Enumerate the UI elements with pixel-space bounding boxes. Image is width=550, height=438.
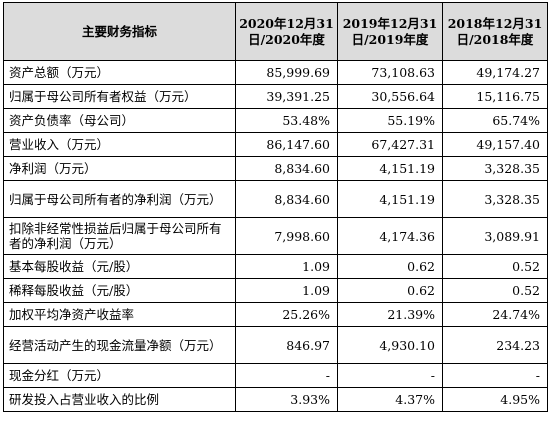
table-row: 资产总额（万元） 85,999.69 73,108.63 49,174.27 xyxy=(3,60,548,85)
value-2019: - xyxy=(337,363,443,388)
value-2018: 3,328.35 xyxy=(442,180,548,218)
value-2018: 65.74% xyxy=(442,108,548,133)
value-2020: 53.48% xyxy=(235,108,338,133)
value-2019: 21.39% xyxy=(337,302,443,327)
value-2019: 30,556.64 xyxy=(337,84,443,109)
value-2020: 1.09 xyxy=(235,254,338,279)
value-2018: 3,328.35 xyxy=(442,156,548,181)
header-2018: 2018年12月31日/2018年度 xyxy=(442,2,548,61)
row-label: 净利润（万元） xyxy=(3,156,236,181)
value-2020: 8,834.60 xyxy=(235,180,338,218)
header-indicator: 主要财务指标 xyxy=(3,2,236,61)
value-2018: 15,116.75 xyxy=(442,84,548,109)
value-2019: 4,174.36 xyxy=(337,217,443,255)
row-label: 归属于母公司所有者的净利润（万元） xyxy=(3,180,236,218)
value-2020: 86,147.60 xyxy=(235,132,338,157)
value-2018: 49,157.40 xyxy=(442,132,548,157)
row-label: 加权平均净资产收益率 xyxy=(3,302,236,327)
value-2019: 67,427.31 xyxy=(337,132,443,157)
table-row: 加权平均净资产收益率 25.26% 21.39% 24.74% xyxy=(3,302,548,327)
row-label: 稀释每股收益（元/股） xyxy=(3,278,236,303)
table-row: 资产负债率（母公司） 53.48% 55.19% 65.74% xyxy=(3,108,548,133)
table-row: 归属于母公司所有者权益（万元） 39,391.25 30,556.64 15,1… xyxy=(3,84,548,109)
header-2019: 2019年12月31日/2019年度 xyxy=(337,2,443,61)
value-2019: 55.19% xyxy=(337,108,443,133)
value-2020: 85,999.69 xyxy=(235,60,338,85)
row-label: 经营活动产生的现金流量净额（万元） xyxy=(3,326,236,364)
value-2019: 4,930.10 xyxy=(337,326,443,364)
row-label: 资产负债率（母公司） xyxy=(3,108,236,133)
table-row: 营业收入（万元） 86,147.60 67,427.31 49,157.40 xyxy=(3,132,548,157)
value-2018: 234.23 xyxy=(442,326,548,364)
row-label: 基本每股收益（元/股） xyxy=(3,254,236,279)
row-label: 资产总额（万元） xyxy=(3,60,236,85)
table-header-row: 主要财务指标 2020年12月31日/2020年度 2019年12月31日/20… xyxy=(3,2,548,61)
value-2020: 8,834.60 xyxy=(235,156,338,181)
row-label: 营业收入（万元） xyxy=(3,132,236,157)
table-row: 现金分红（万元） - - - xyxy=(3,363,548,388)
header-2020: 2020年12月31日/2020年度 xyxy=(235,2,338,61)
table-row: 扣除非经常性损益后归属于母公司所有者的净利润（万元） 7,998.60 4,17… xyxy=(3,217,548,255)
value-2018: - xyxy=(442,363,548,388)
value-2020: 1.09 xyxy=(235,278,338,303)
value-2019: 4.37% xyxy=(337,387,443,412)
table-row: 净利润（万元） 8,834.60 4,151.19 3,328.35 xyxy=(3,156,548,181)
value-2018: 49,174.27 xyxy=(442,60,548,85)
table-row: 经营活动产生的现金流量净额（万元） 846.97 4,930.10 234.23 xyxy=(3,326,548,364)
table-row: 研发投入占营业收入的比例 3.93% 4.37% 4.95% xyxy=(3,387,548,412)
value-2019: 73,108.63 xyxy=(337,60,443,85)
value-2018: 0.52 xyxy=(442,278,548,303)
value-2020: 7,998.60 xyxy=(235,217,338,255)
value-2020: 25.26% xyxy=(235,302,338,327)
value-2018: 4.95% xyxy=(442,387,548,412)
value-2018: 0.52 xyxy=(442,254,548,279)
table-row: 归属于母公司所有者的净利润（万元） 8,834.60 4,151.19 3,32… xyxy=(3,180,548,218)
value-2019: 0.62 xyxy=(337,278,443,303)
table-row: 稀释每股收益（元/股） 1.09 0.62 0.52 xyxy=(3,278,548,303)
value-2020: - xyxy=(235,363,338,388)
value-2019: 0.62 xyxy=(337,254,443,279)
value-2018: 24.74% xyxy=(442,302,548,327)
row-label: 扣除非经常性损益后归属于母公司所有者的净利润（万元） xyxy=(3,217,236,255)
value-2018: 3,089.91 xyxy=(442,217,548,255)
financial-indicators-table: 主要财务指标 2020年12月31日/2020年度 2019年12月31日/20… xyxy=(3,2,548,412)
value-2020: 3.93% xyxy=(235,387,338,412)
row-label: 研发投入占营业收入的比例 xyxy=(3,387,236,412)
row-label: 现金分红（万元） xyxy=(3,363,236,388)
row-label: 归属于母公司所有者权益（万元） xyxy=(3,84,236,109)
value-2019: 4,151.19 xyxy=(337,180,443,218)
table-row: 基本每股收益（元/股） 1.09 0.62 0.52 xyxy=(3,254,548,279)
value-2019: 4,151.19 xyxy=(337,156,443,181)
value-2020: 39,391.25 xyxy=(235,84,338,109)
value-2020: 846.97 xyxy=(235,326,338,364)
